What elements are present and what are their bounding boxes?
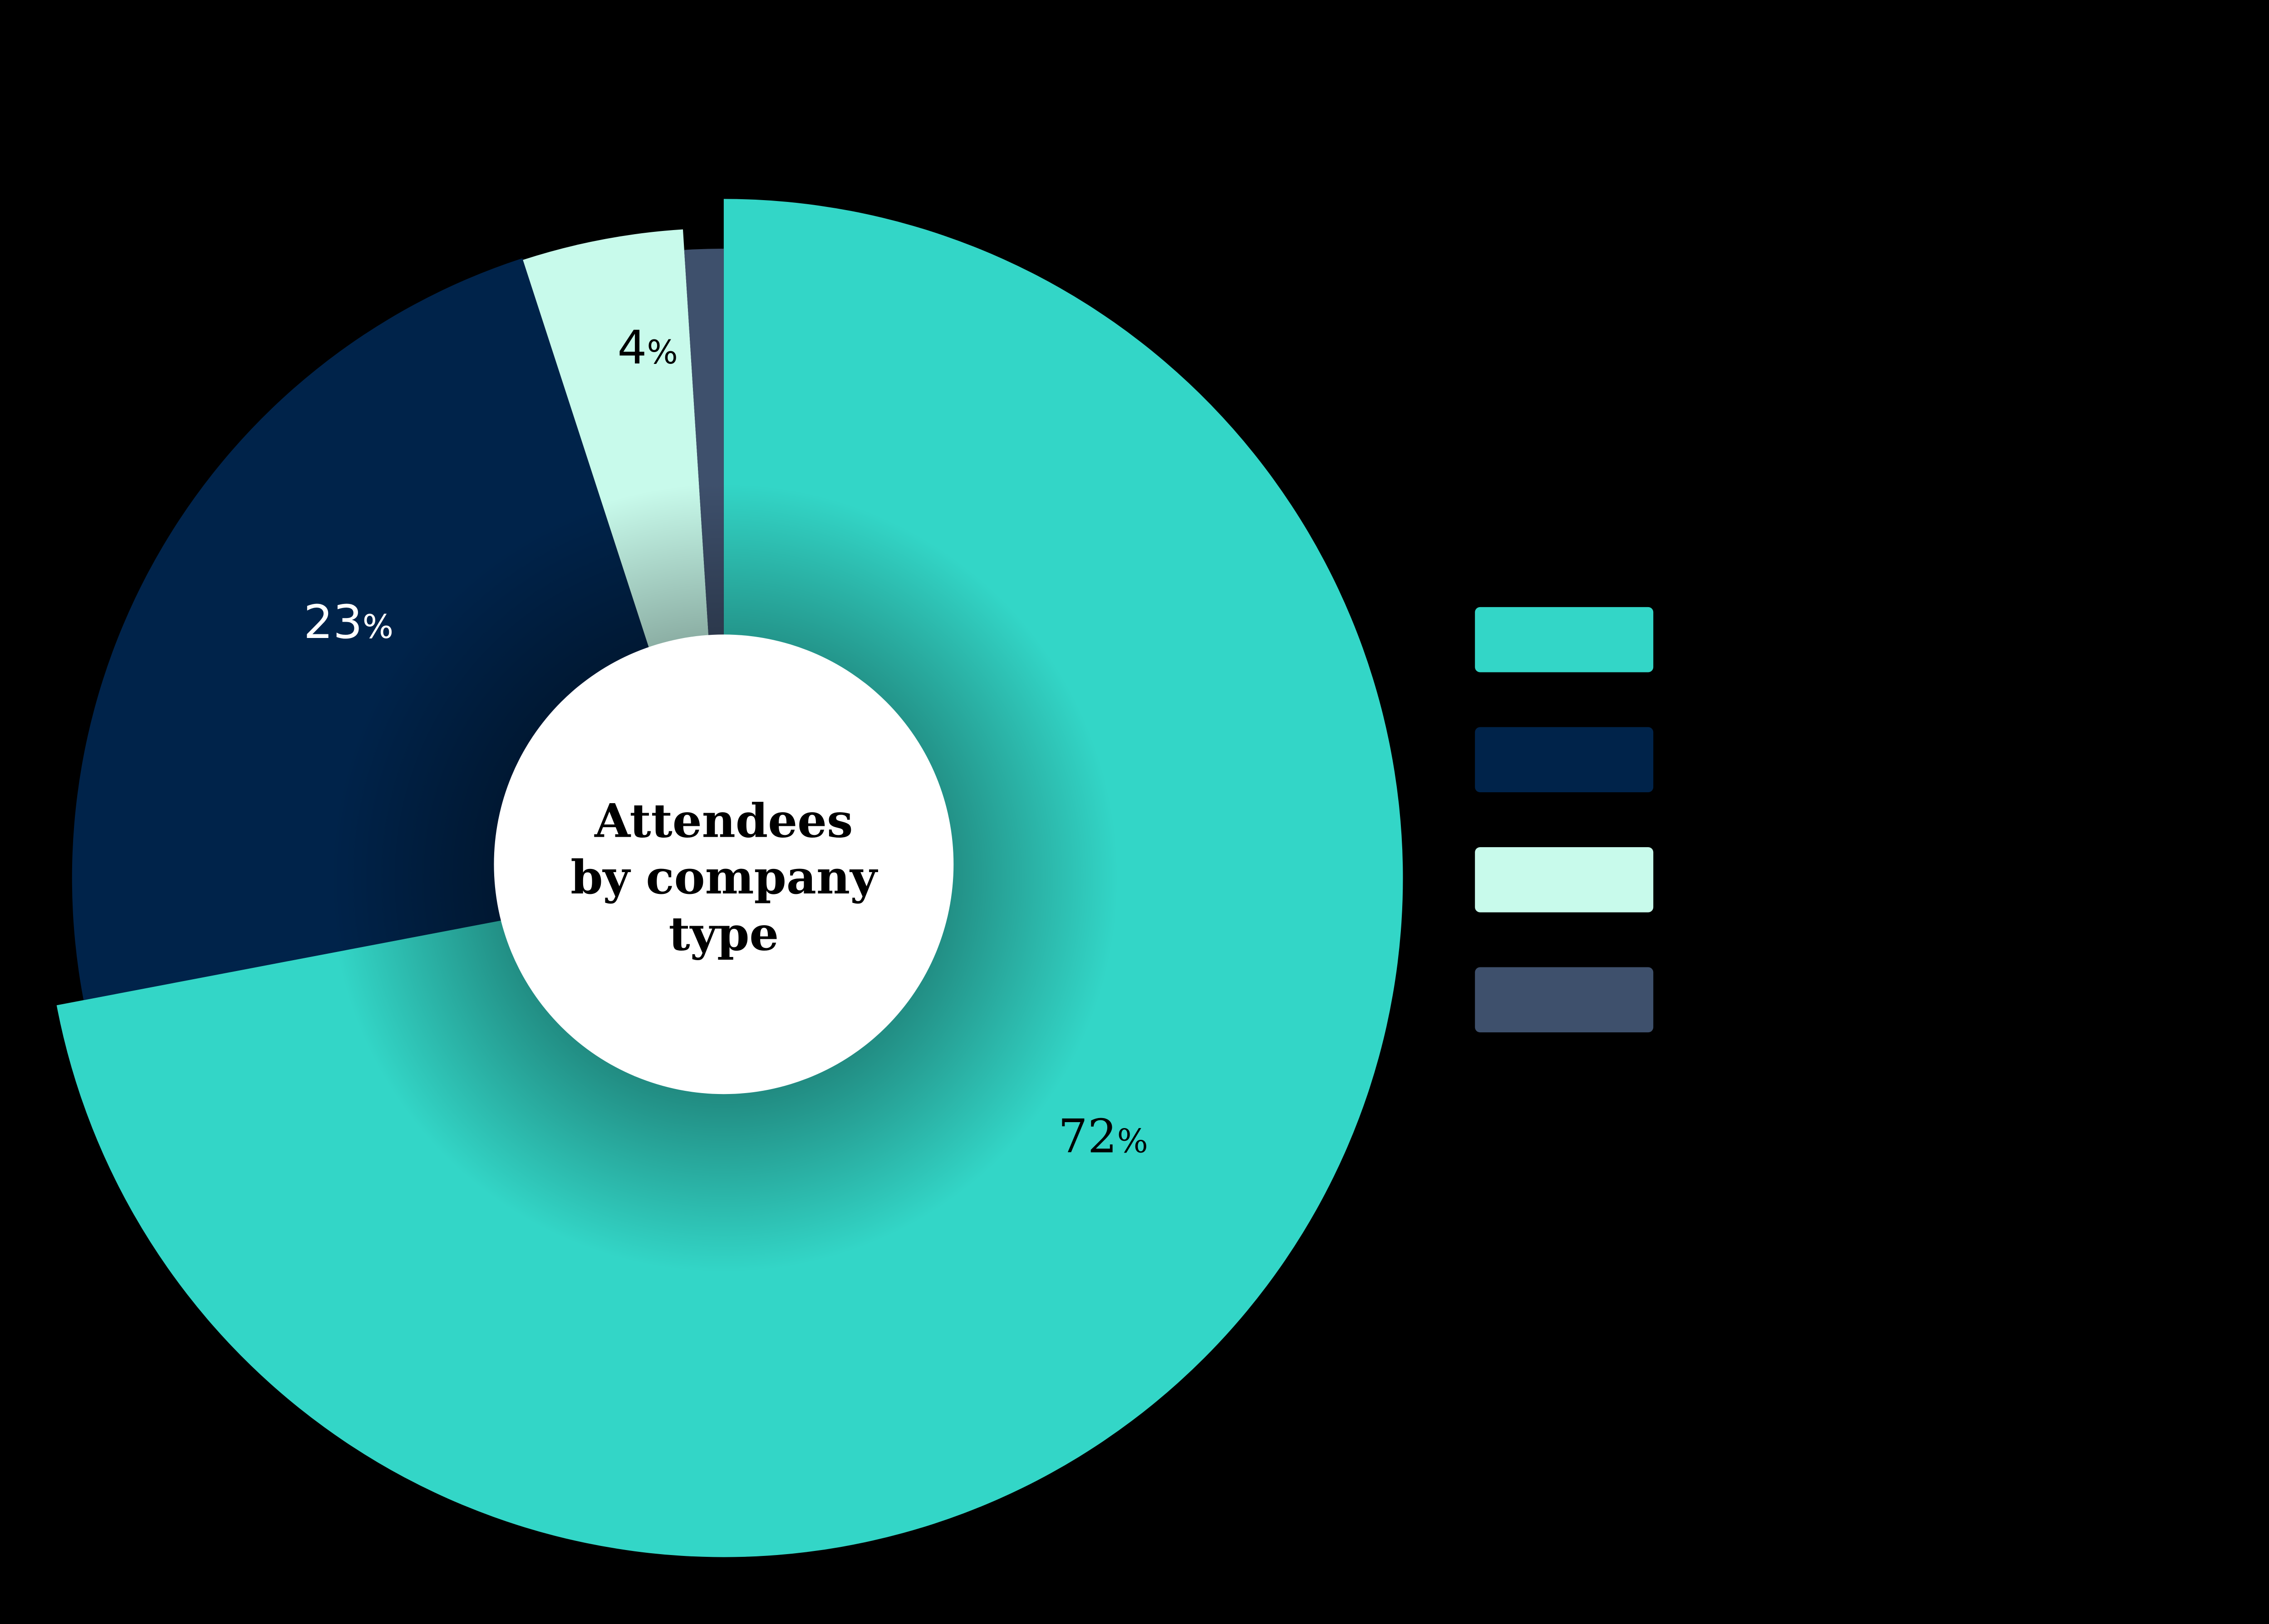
legend	[1475, 607, 1688, 1087]
legend-item	[1475, 607, 1688, 672]
legend-item	[1475, 967, 1688, 1033]
legend-swatch	[1475, 727, 1654, 793]
slice-label-23: 23%	[304, 597, 393, 650]
center-title: Attendees by company type	[494, 648, 953, 1108]
center-title-line-1: Attendees	[594, 795, 853, 848]
slice-label-value: 72	[1058, 1111, 1117, 1165]
slice-label-4: 4%	[618, 323, 678, 376]
percent-sign: %	[647, 334, 678, 373]
legend-swatch	[1475, 847, 1654, 913]
slice-label-value: 4	[617, 322, 647, 376]
percent-sign: %	[1117, 1123, 1148, 1161]
center-title-line-2: by company	[570, 851, 877, 905]
legend-swatch	[1475, 967, 1654, 1033]
legend-swatch	[1475, 607, 1654, 672]
percent-sign: %	[362, 608, 394, 647]
center-hole	[494, 634, 954, 1094]
slice-label-value: 23	[303, 597, 363, 650]
legend-item	[1475, 727, 1688, 793]
legend-item	[1475, 847, 1688, 913]
slice-label-72: 72%	[1058, 1111, 1148, 1164]
center-title-line-3: type	[668, 908, 779, 962]
